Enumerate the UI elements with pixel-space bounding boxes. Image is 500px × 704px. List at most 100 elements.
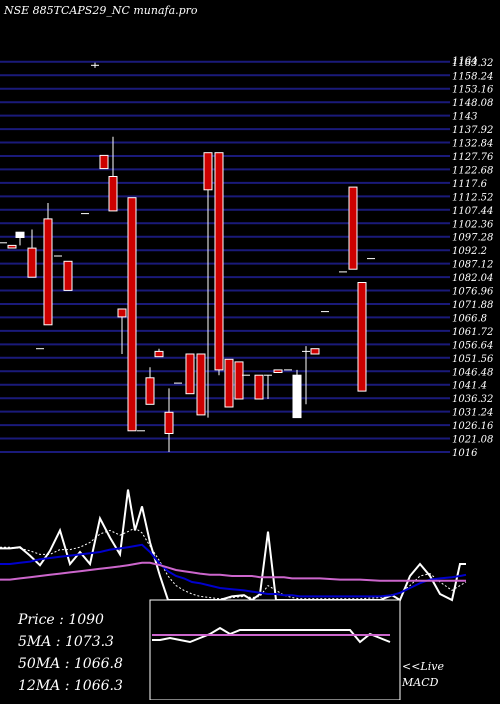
y-tick-label: 1076.96 bbox=[452, 287, 494, 298]
candle bbox=[234, 361, 244, 400]
candle bbox=[310, 348, 320, 355]
candle bbox=[292, 369, 302, 419]
y-tick-label: 1117.6 bbox=[452, 179, 488, 190]
candle bbox=[91, 62, 99, 68]
candle-body bbox=[203, 152, 213, 191]
y-tick-label: 1092.2 bbox=[452, 246, 487, 257]
y-tick-label: 1056.64 bbox=[452, 340, 493, 351]
y-tick-label: 1132.84 bbox=[452, 139, 493, 150]
candle bbox=[302, 346, 310, 405]
candle bbox=[196, 353, 206, 416]
ma12-readout: 12MA : 1066.3 bbox=[18, 678, 123, 694]
ma50-readout: 50MA : 1066.8 bbox=[18, 656, 123, 672]
candle-body bbox=[43, 218, 53, 326]
candle bbox=[185, 353, 195, 395]
candle bbox=[154, 348, 164, 358]
candle bbox=[99, 154, 109, 170]
candle bbox=[27, 229, 37, 278]
candle bbox=[348, 186, 358, 270]
candle bbox=[203, 152, 213, 418]
candle bbox=[214, 152, 224, 376]
page-title: NSE 885TCAPS29_NC munafa.pro bbox=[4, 4, 198, 17]
y-tick-label: 1051.56 bbox=[452, 354, 494, 365]
candle-body bbox=[234, 361, 244, 400]
indicator-line-3 bbox=[0, 561, 466, 582]
y-tick-label: 1082.04 bbox=[452, 273, 493, 284]
candle-body bbox=[348, 186, 358, 270]
candle-body bbox=[27, 247, 37, 278]
candlestick-series bbox=[0, 62, 375, 452]
candle-body bbox=[117, 308, 127, 318]
macd-series bbox=[152, 626, 391, 644]
macd-label: MACD bbox=[402, 676, 439, 689]
candle bbox=[145, 367, 155, 405]
y-tick-label: 1066.8 bbox=[452, 313, 487, 324]
y-tick-label: 1153.16 bbox=[452, 85, 494, 96]
candle-body bbox=[15, 231, 25, 238]
y-tick-label: 1137.92 bbox=[452, 125, 493, 136]
candle bbox=[357, 282, 367, 392]
candle-body bbox=[196, 353, 206, 416]
y-tick-label: 1143 bbox=[452, 112, 477, 123]
candle-body bbox=[127, 197, 137, 432]
candle-body bbox=[99, 154, 109, 170]
candle bbox=[264, 374, 272, 399]
candle bbox=[273, 369, 283, 373]
candle bbox=[254, 374, 264, 400]
candle-body bbox=[273, 369, 283, 373]
candle-body bbox=[185, 353, 195, 395]
y-tick-label: 1036.32 bbox=[452, 394, 493, 405]
candle bbox=[43, 203, 53, 326]
candle-body bbox=[154, 350, 164, 358]
y-tick-label: 1163.32 bbox=[452, 58, 493, 69]
indicator-line-0 bbox=[0, 489, 466, 602]
y-tick-label: 1107.44 bbox=[452, 206, 493, 217]
candle bbox=[63, 260, 73, 291]
ma5-readout: 5MA : 1073.3 bbox=[18, 634, 114, 650]
candle-body bbox=[310, 348, 320, 355]
y-tick-label: 1102.36 bbox=[452, 219, 494, 230]
candle-body bbox=[7, 244, 17, 249]
y-tick-label: 1016 bbox=[452, 448, 478, 459]
candle bbox=[117, 308, 127, 354]
candle-body bbox=[214, 152, 224, 371]
y-tick-label: 1122.68 bbox=[452, 165, 493, 176]
macd-panel-frame bbox=[149, 599, 401, 701]
y-tick-label: 1148.08 bbox=[452, 98, 493, 109]
candle-body bbox=[292, 374, 302, 419]
y-tick-label: 1061.72 bbox=[452, 327, 493, 338]
y-tick-label: 1031.24 bbox=[452, 408, 493, 419]
candle-body bbox=[357, 282, 367, 392]
y-tick-label: 1112.52 bbox=[452, 192, 493, 203]
y-tick-label: 1026.16 bbox=[452, 421, 494, 432]
candle-body bbox=[108, 176, 118, 212]
candle bbox=[7, 244, 17, 249]
candle-body bbox=[145, 377, 155, 405]
candle-body bbox=[164, 411, 174, 434]
candle bbox=[164, 388, 174, 452]
candle bbox=[127, 197, 137, 432]
candle bbox=[15, 231, 25, 246]
y-tick-label: 1087.12 bbox=[452, 260, 493, 271]
candle-body bbox=[254, 374, 264, 400]
y-tick-label: 1097.28 bbox=[452, 233, 493, 244]
macd-line-0 bbox=[152, 626, 391, 644]
price-readout: Price : 1090 bbox=[18, 612, 104, 628]
y-tick-label: 1164 bbox=[452, 56, 477, 67]
candle bbox=[108, 136, 118, 212]
y-tick-label: 1127.76 bbox=[452, 152, 494, 163]
candle-body bbox=[224, 358, 234, 408]
y-tick-label: 1158.24 bbox=[452, 71, 493, 82]
candle bbox=[224, 358, 234, 408]
y-tick-label: 1046.48 bbox=[452, 367, 493, 378]
indicator-line-2 bbox=[0, 543, 467, 598]
live-label: <<Live bbox=[402, 660, 444, 673]
y-tick-label: 1041.4 bbox=[452, 381, 487, 392]
y-tick-label: 1071.88 bbox=[452, 300, 493, 311]
y-tick-label: 1021.08 bbox=[452, 435, 493, 446]
candle-body bbox=[63, 260, 73, 291]
indicator-series bbox=[0, 489, 467, 602]
